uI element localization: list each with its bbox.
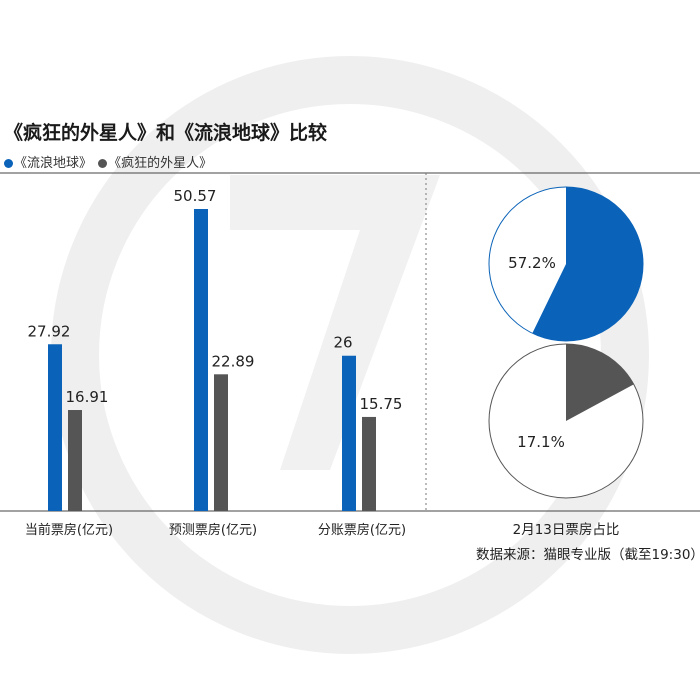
pie-slice-crazy-alien — [566, 344, 634, 421]
bar-crazy-alien-0 — [68, 410, 82, 511]
bar-value-label: 26 — [333, 334, 352, 352]
pie-title: 2月13日票房占比 — [513, 522, 620, 538]
x-tick-label: 分账票房(亿元) — [318, 522, 406, 538]
x-tick-label: 预测票房(亿元) — [169, 522, 257, 538]
bar-crazy-alien-2 — [362, 416, 376, 511]
bar-value-label: 50.57 — [174, 187, 217, 205]
pie-value-label: 57.2% — [508, 254, 556, 272]
legend-item-crazy-alien: 《疯狂的外星人》 — [98, 156, 212, 171]
bar-wandering-earth-1 — [194, 209, 208, 511]
page-title: 《疯狂的外星人》和《流浪地球》比较 — [4, 122, 328, 144]
legend-label: 《疯狂的外星人》 — [108, 156, 213, 171]
pie-value-label: 17.1% — [517, 433, 565, 451]
bar-value-label: 16.91 — [66, 388, 109, 406]
legend-dot-blue — [4, 159, 13, 168]
x-tick-label: 当前票房(亿元) — [25, 522, 113, 538]
data-source-note: 数据来源：猫眼专业版（截至19:30） — [476, 547, 700, 563]
bar-chart: 27.92 16.91 当前票房(亿元) 50.57 22.89 预测票房(亿元) 26 15… — [25, 187, 406, 538]
pie-slice-wandering-earth — [532, 187, 643, 342]
legend-item-wandering-earth: 《流浪地球》 — [4, 156, 96, 171]
bar-value-label: 27.92 — [28, 322, 71, 340]
bar-crazy-alien-1 — [214, 374, 228, 511]
legend-dot-gray — [98, 159, 108, 168]
bar-value-label: 15.75 — [360, 395, 403, 413]
bar-wandering-earth-2 — [342, 355, 356, 511]
bar-value-label: 22.89 — [212, 352, 255, 370]
pie-charts: 57.2% 17.1% 2月13日票房占比 — [488, 186, 644, 538]
legend-label: 《流浪地球》 — [14, 156, 93, 171]
bar-wandering-earth-0 — [48, 344, 62, 511]
legend: 《流浪地球》 《疯狂的外星人》 — [4, 152, 214, 171]
